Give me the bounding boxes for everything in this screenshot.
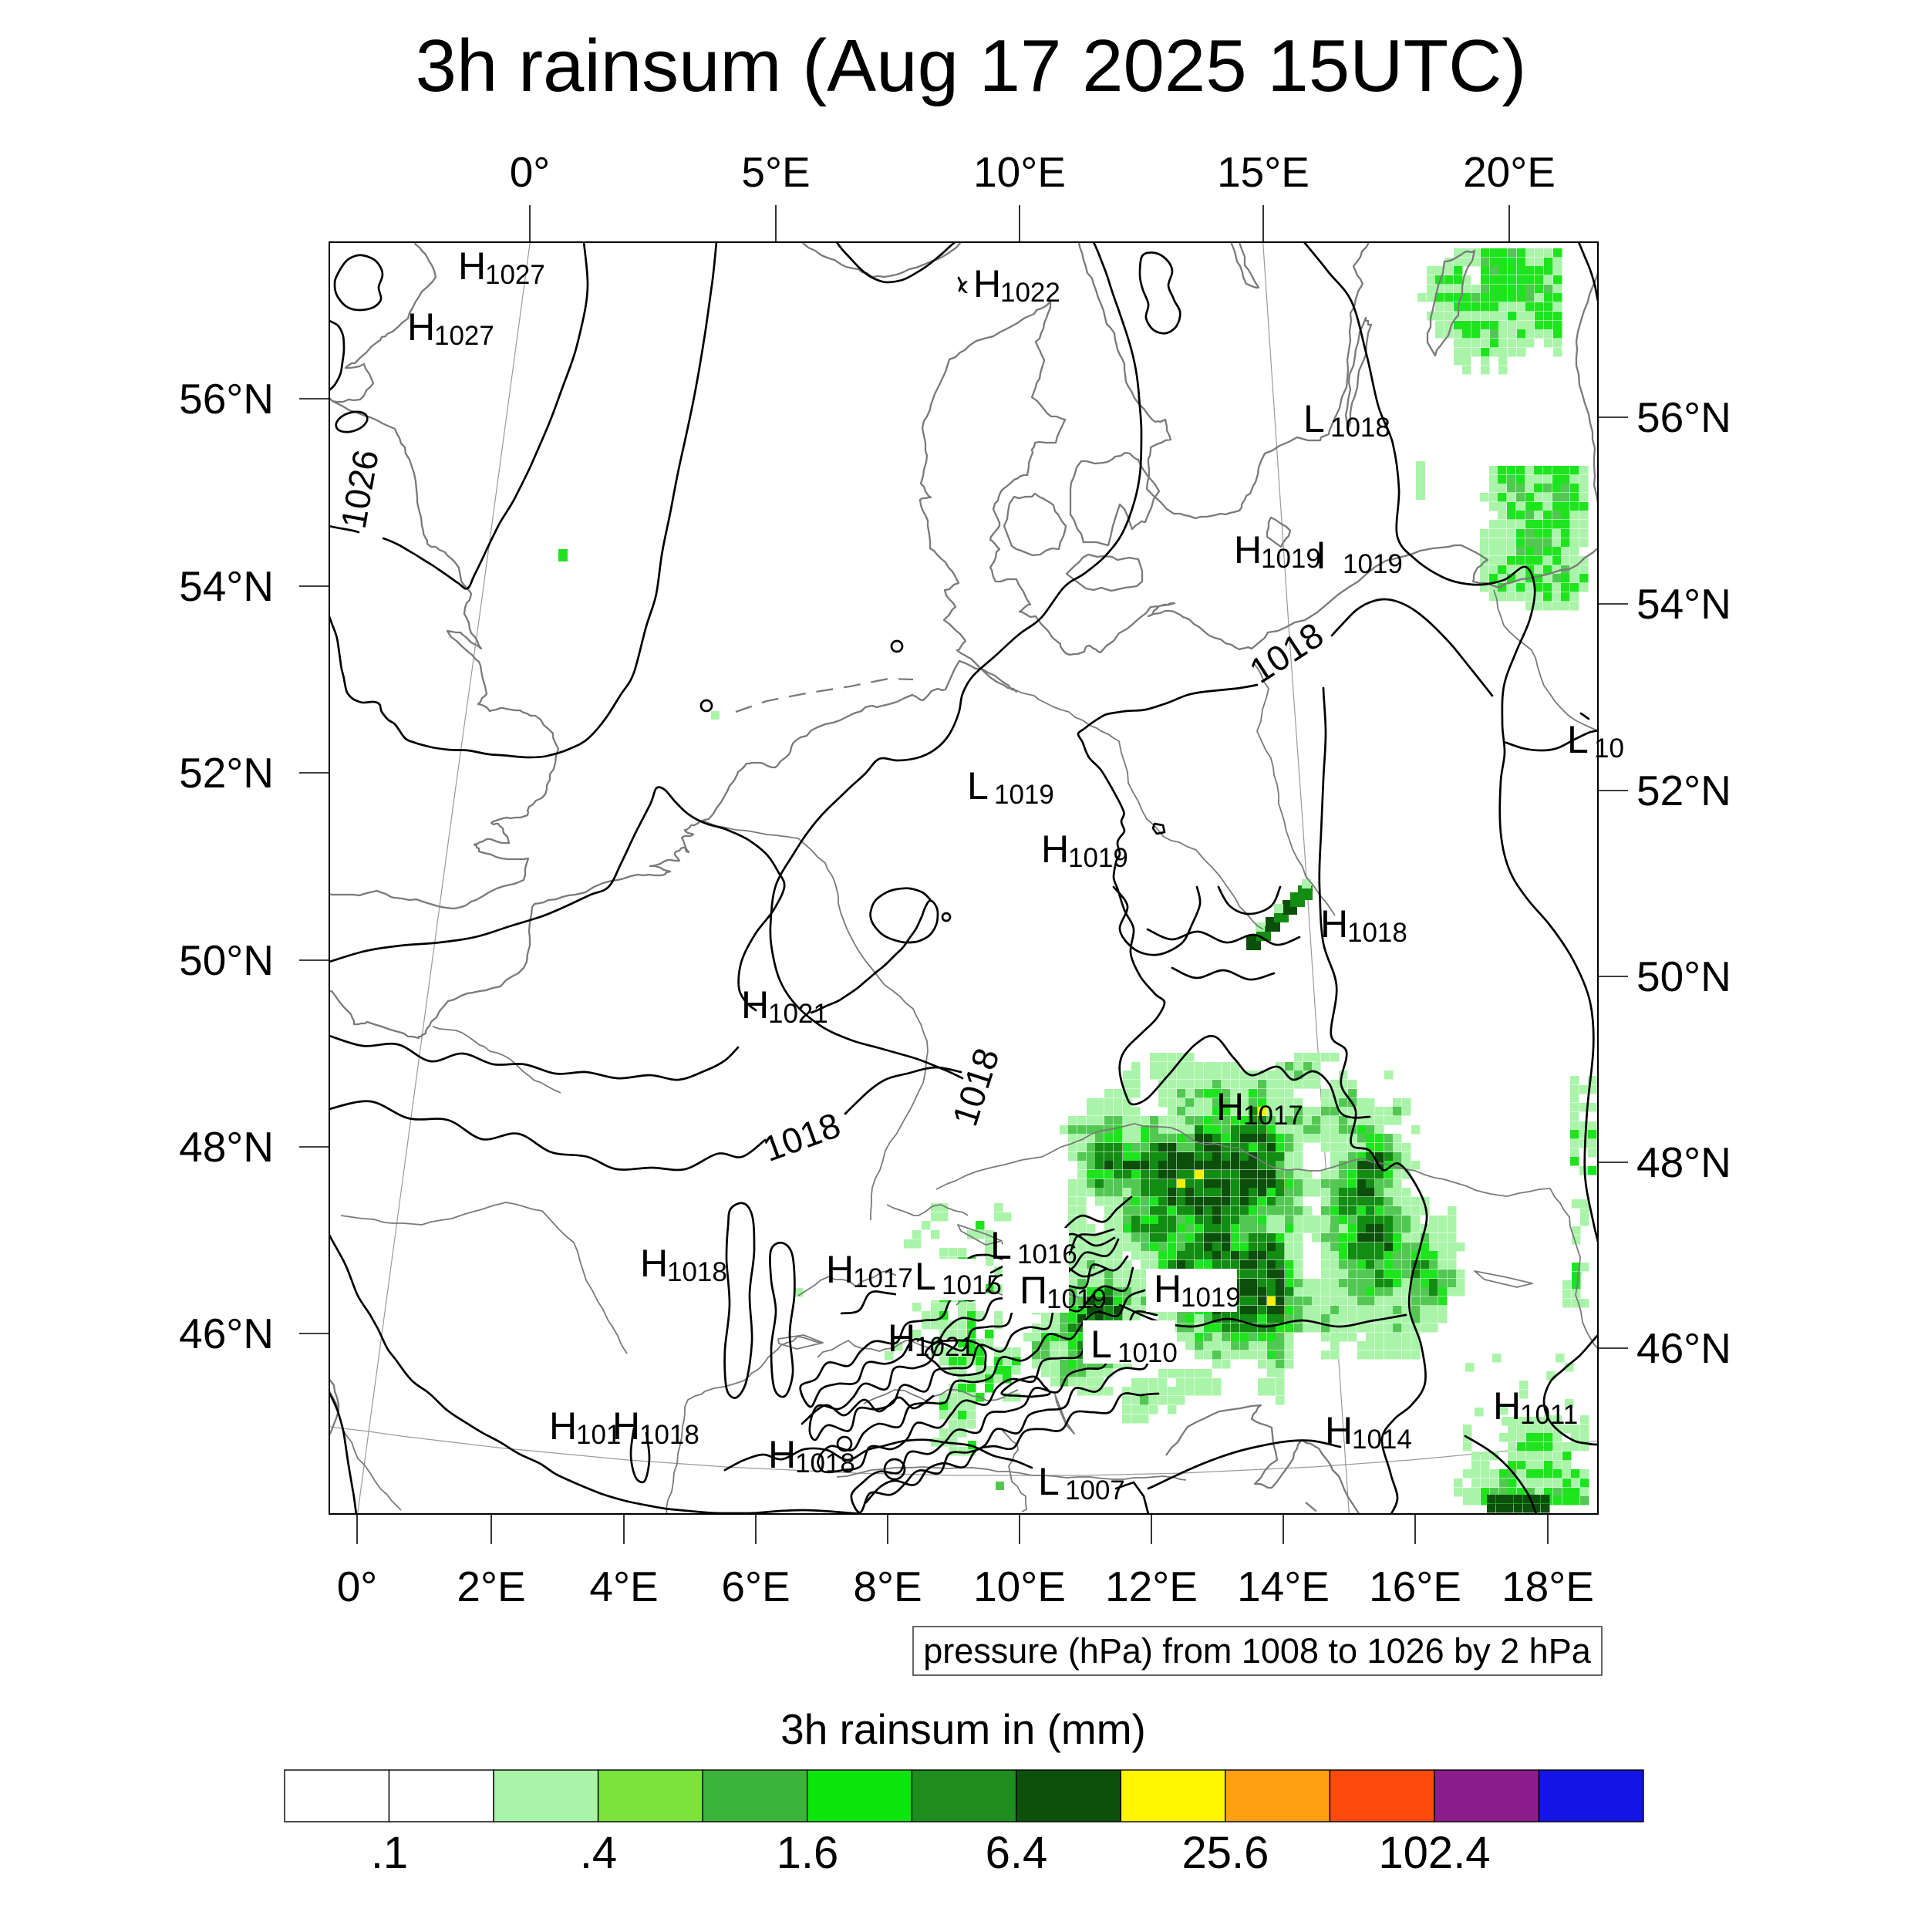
svg-text:1017: 1017 [1243,1101,1303,1131]
svg-text:1018: 1018 [1330,413,1390,443]
svg-text:50°N: 50°N [179,936,274,984]
svg-text:H: H [1154,1267,1181,1310]
svg-text:46°N: 46°N [179,1310,274,1357]
svg-text:2°E: 2°E [457,1563,525,1610]
svg-text:5°E: 5°E [741,148,810,196]
svg-text:1011: 1011 [1520,1400,1578,1430]
svg-text:‹: ‹ [959,268,969,302]
svg-text:H: H [549,1404,577,1448]
svg-text:20°E: 20°E [1463,148,1556,196]
svg-text:0°: 0° [337,1563,378,1610]
svg-text:L: L [1567,718,1589,761]
svg-text:6°E: 6°E [721,1563,790,1610]
svg-text:H: H [1234,528,1262,572]
svg-text:.1: .1 [371,1828,408,1878]
svg-text:1016: 1016 [1017,1239,1077,1269]
svg-text:I: I [1316,534,1326,577]
svg-text:L: L [1303,397,1325,440]
svg-text:46°N: 46°N [1636,1324,1731,1372]
svg-text:6.4: 6.4 [986,1828,1048,1878]
svg-text:50°N: 50°N [1636,953,1731,1000]
svg-text:3h rainsum in (mm): 3h rainsum in (mm) [780,1705,1146,1753]
svg-text:52°N: 52°N [179,749,274,797]
svg-text:H: H [640,1242,668,1285]
svg-text:1018: 1018 [667,1257,727,1287]
svg-text:10: 10 [1594,733,1624,764]
svg-text:1021: 1021 [768,999,828,1029]
svg-text:48°N: 48°N [1636,1138,1731,1186]
svg-text:1018: 1018 [1347,918,1407,948]
svg-text:H: H [612,1404,640,1448]
svg-text:10°E: 10°E [973,148,1066,196]
svg-text:54°N: 54°N [1636,580,1731,628]
svg-text:L: L [990,1224,1012,1267]
svg-text:48°N: 48°N [179,1123,274,1171]
svg-text:1019: 1019 [994,780,1054,810]
svg-text:3h rainsum (Aug 17 2025 15UTC): 3h rainsum (Aug 17 2025 15UTC) [416,25,1527,107]
svg-text:H: H [1320,902,1348,946]
svg-text:1019: 1019 [1068,843,1128,873]
svg-text:52°N: 52°N [1636,767,1731,814]
svg-text:1018: 1018 [795,1448,855,1479]
svg-text:0°: 0° [510,148,551,196]
svg-text:H: H [826,1248,854,1291]
svg-text:101: 101 [576,1420,621,1450]
svg-text:56°N: 56°N [1636,393,1731,441]
svg-text:L: L [1090,1323,1112,1366]
svg-text:H: H [768,1433,796,1476]
svg-text:1.6: 1.6 [777,1828,839,1878]
svg-text:1027: 1027 [485,260,545,290]
svg-text:1018: 1018 [639,1420,699,1450]
svg-text:15°E: 15°E [1217,148,1309,196]
svg-text:H: H [741,983,769,1027]
svg-text:102.4: 102.4 [1378,1828,1490,1878]
svg-text:1019: 1019 [1343,549,1403,579]
svg-text:1014: 1014 [1352,1425,1412,1455]
svg-text:12°E: 12°E [1105,1563,1198,1610]
svg-text:54°N: 54°N [179,562,274,610]
svg-text:H: H [888,1317,915,1360]
svg-text:1019: 1019 [1047,1284,1107,1314]
svg-text:10°E: 10°E [973,1563,1066,1610]
svg-text:H: H [407,305,435,349]
svg-text:1022: 1022 [1000,278,1060,308]
svg-text:1010: 1010 [1117,1338,1178,1368]
svg-text:L: L [1038,1460,1060,1503]
svg-text:25.6: 25.6 [1182,1828,1269,1878]
svg-text:L: L [967,764,989,808]
svg-text:H: H [458,244,486,288]
svg-text:Π: Π [1020,1269,1047,1312]
svg-text:H: H [1216,1085,1244,1128]
svg-text:4°E: 4°E [589,1563,658,1610]
svg-text:14°E: 14°E [1237,1563,1330,1610]
svg-text:H: H [1493,1384,1521,1428]
svg-text:L: L [915,1255,936,1298]
svg-text:.4: .4 [580,1828,617,1878]
svg-text:1027: 1027 [434,321,494,351]
svg-text:1021: 1021 [915,1332,975,1362]
svg-text:H: H [1325,1409,1353,1452]
svg-text:1007: 1007 [1065,1475,1125,1505]
svg-text:56°N: 56°N [179,375,274,423]
svg-text:1017: 1017 [853,1263,913,1293]
svg-text:8°E: 8°E [853,1563,922,1610]
svg-text:1019: 1019 [1181,1283,1241,1313]
svg-text:1019: 1019 [1261,544,1321,574]
svg-text:18°E: 18°E [1502,1563,1594,1610]
svg-text:pressure (hPa) from 1008 to 10: pressure (hPa) from 1008 to 1026 by 2 hP… [923,1631,1591,1671]
svg-text:16°E: 16°E [1369,1563,1461,1610]
svg-text:1015: 1015 [942,1270,1002,1300]
svg-text:H: H [973,262,1001,305]
svg-text:H: H [1041,828,1069,871]
